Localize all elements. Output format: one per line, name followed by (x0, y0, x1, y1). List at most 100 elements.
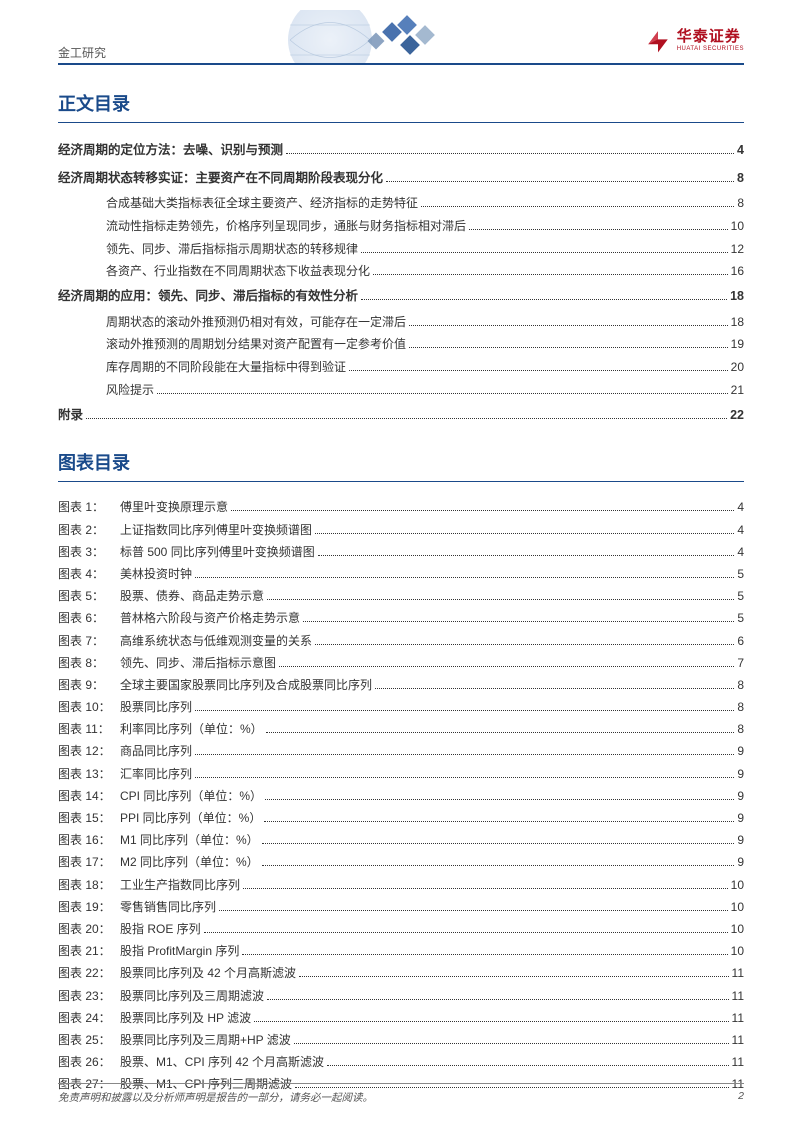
figure-entry-title: 股票同比序列及三周期滤波 (120, 985, 264, 1007)
figure-entry-title: 利率同比序列（单位：%） (120, 718, 263, 740)
figure-leader-dots (279, 666, 734, 667)
toc-entry[interactable]: 风险提示21 (58, 379, 744, 402)
figure-entry[interactable]: 图表 14：CPI 同比序列（单位：%）9 (58, 785, 744, 807)
figure-entry-title: 股指 ProfitMargin 序列 (120, 940, 239, 962)
footer-disclaimer: 免责声明和披露以及分析师声明是报告的一部分，请务必一起阅读。 (58, 1090, 373, 1105)
figure-entry[interactable]: 图表 25：股票同比序列及三周期+HP 滤波11 (58, 1029, 744, 1051)
figure-leader-dots (265, 799, 734, 800)
figure-entry[interactable]: 图表 1：傅里叶变换原理示意4 (58, 496, 744, 518)
figure-entry[interactable]: 图表 5：股票、债券、商品走势示意5 (58, 585, 744, 607)
figure-entry-title: 美林投资时钟 (120, 563, 192, 585)
figure-entry[interactable]: 图表 15：PPI 同比序列（单位：%）9 (58, 807, 744, 829)
figure-entry[interactable]: 图表 22：股票同比序列及 42 个月高斯滤波11 (58, 962, 744, 984)
figure-entry-page: 9 (737, 807, 744, 829)
figure-entry-page: 8 (737, 674, 744, 696)
figure-entry[interactable]: 图表 4：美林投资时钟5 (58, 563, 744, 585)
figure-entry-number: 图表 8： (58, 652, 120, 674)
toc-leader-dots (361, 299, 727, 300)
toc-entry[interactable]: 周期状态的滚动外推预测仍相对有效，可能存在一定滞后18 (58, 311, 744, 334)
figure-entry-page: 5 (737, 563, 744, 585)
figure-entry-number: 图表 24： (58, 1007, 120, 1029)
figure-entry-number: 图表 12： (58, 740, 120, 762)
figure-leader-dots (195, 577, 734, 578)
figure-entry[interactable]: 图表 12：商品同比序列9 (58, 740, 744, 762)
figure-entry[interactable]: 图表 7：高维系统状态与低维观测变量的关系6 (58, 630, 744, 652)
toc-entry[interactable]: 库存周期的不同阶段能在大量指标中得到验证20 (58, 356, 744, 379)
toc-entry[interactable]: 经济周期的应用：领先、同步、滞后指标的有效性分析18 (58, 283, 744, 311)
figure-entry[interactable]: 图表 13：汇率同比序列9 (58, 763, 744, 785)
figure-entry[interactable]: 图表 11：利率同比序列（单位：%） 8 (58, 718, 744, 740)
figure-leader-dots (204, 932, 728, 933)
toc-leader-dots (386, 181, 734, 182)
toc-entry[interactable]: 经济周期状态转移实证：主要资产在不同周期阶段表现分化 8 (58, 165, 744, 193)
figure-leader-dots (318, 555, 735, 556)
figure-entry-title: 商品同比序列 (120, 740, 192, 762)
figure-leader-dots (294, 1043, 729, 1044)
figure-leader-dots (267, 599, 734, 600)
figure-entry[interactable]: 图表 16：M1 同比序列（单位：%）9 (58, 829, 744, 851)
figure-entry[interactable]: 图表 21：股指 ProfitMargin 序列10 (58, 940, 744, 962)
figure-entry-page: 4 (737, 496, 744, 518)
figure-entry-number: 图表 2： (58, 519, 120, 541)
figure-entry-number: 图表 6： (58, 607, 120, 629)
figure-leader-dots (254, 1021, 728, 1022)
figure-entry-title: 股票、债券、商品走势示意 (120, 585, 264, 607)
figure-entry-title: 领先、同步、滞后指标示意图 (120, 652, 276, 674)
toc-entry[interactable]: 领先、同步、滞后指标指示周期状态的转移规律 12 (58, 238, 744, 261)
figure-entry-page: 8 (737, 718, 744, 740)
figure-leader-dots (315, 644, 734, 645)
toc-entry-page: 8 (737, 165, 744, 193)
toc-leader-dots (421, 206, 734, 207)
figure-entry[interactable]: 图表 9：全球主要国家股票同比序列及合成股票同比序列8 (58, 674, 744, 696)
figure-entry-title: 股票同比序列及三周期+HP 滤波 (120, 1029, 291, 1051)
figure-leader-dots (242, 954, 727, 955)
toc-entry[interactable]: 各资产、行业指数在不同周期状态下收益表现分化16 (58, 260, 744, 283)
toc-entry-label: 滚动外推预测的周期划分结果对资产配置有一定参考价值 (106, 333, 406, 356)
figure-entry[interactable]: 图表 2：上证指数同比序列傅里叶变换频谱图4 (58, 519, 744, 541)
figure-entry[interactable]: 图表 3：标普 500 同比序列傅里叶变换频谱图4 (58, 541, 744, 563)
figure-entry-page: 10 (731, 940, 744, 962)
figure-entry-title: M2 同比序列（单位：%） (120, 851, 259, 873)
figure-leader-dots (262, 865, 735, 866)
toc-entry[interactable]: 附录22 (58, 402, 744, 430)
figure-leader-dots (231, 510, 734, 511)
figure-entry[interactable]: 图表 6：普林格六阶段与资产价格走势示意5 (58, 607, 744, 629)
toc-entry-label: 经济周期的定位方法：去噪、识别与预测 (58, 137, 283, 165)
toc-leader-dots (157, 393, 728, 394)
page-container: 金工研究 (0, 0, 802, 1133)
figure-entry[interactable]: 图表 23：股票同比序列及三周期滤波11 (58, 985, 744, 1007)
figure-entry-number: 图表 22： (58, 962, 120, 984)
figure-entry-page: 10 (731, 874, 744, 896)
toc-entry-page: 12 (731, 238, 744, 261)
toc-entry-page: 20 (731, 356, 744, 379)
toc-entry[interactable]: 经济周期的定位方法：去噪、识别与预测 4 (58, 137, 744, 165)
figure-entry[interactable]: 图表 10：股票同比序列8 (58, 696, 744, 718)
figure-entry-title: 零售销售同比序列 (120, 896, 216, 918)
figure-leader-dots (219, 910, 728, 911)
figure-entry[interactable]: 图表 26：股票、M1、CPI 序列 42 个月高斯滤波11 (58, 1051, 744, 1073)
toc-entry-label: 领先、同步、滞后指标指示周期状态的转移规律 (106, 238, 358, 261)
footer-rule (58, 1083, 744, 1084)
figure-entry-title: 股票、M1、CPI 序列 42 个月高斯滤波 (120, 1051, 324, 1073)
toc-entry-label: 经济周期状态转移实证：主要资产在不同周期阶段表现分化 (58, 165, 383, 193)
figure-entry[interactable]: 图表 18：工业生产指数同比序列10 (58, 874, 744, 896)
figure-entry[interactable]: 图表 24：股票同比序列及 HP 滤波11 (58, 1007, 744, 1029)
figure-entry[interactable]: 图表 20：股指 ROE 序列10 (58, 918, 744, 940)
toc-entry-page: 19 (731, 333, 744, 356)
toc-entry-page: 22 (730, 402, 744, 430)
figure-entry-page: 11 (732, 1007, 744, 1029)
figure-entry-page: 9 (737, 785, 744, 807)
figure-entry[interactable]: 图表 19：零售销售同比序列10 (58, 896, 744, 918)
figure-entry[interactable]: 图表 8：领先、同步、滞后指标示意图7 (58, 652, 744, 674)
figure-entry-number: 图表 18： (58, 874, 120, 896)
toc-entry[interactable]: 流动性指标走势领先，价格序列呈现同步，通胀与财务指标相对滞后10 (58, 215, 744, 238)
figure-entry-number: 图表 1： (58, 496, 120, 518)
figure-entry-page: 10 (731, 918, 744, 940)
toc-entry-page: 4 (737, 137, 744, 165)
figure-entry-number: 图表 11： (58, 718, 120, 740)
toc-entry-label: 流动性指标走势领先，价格序列呈现同步，通胀与财务指标相对滞后 (106, 215, 466, 238)
figure-entry-title: 全球主要国家股票同比序列及合成股票同比序列 (120, 674, 372, 696)
toc-entry[interactable]: 滚动外推预测的周期划分结果对资产配置有一定参考价值 19 (58, 333, 744, 356)
figure-entry[interactable]: 图表 17：M2 同比序列（单位：%）9 (58, 851, 744, 873)
toc-entry[interactable]: 合成基础大类指标表征全球主要资产、经济指标的走势特征8 (58, 192, 744, 215)
